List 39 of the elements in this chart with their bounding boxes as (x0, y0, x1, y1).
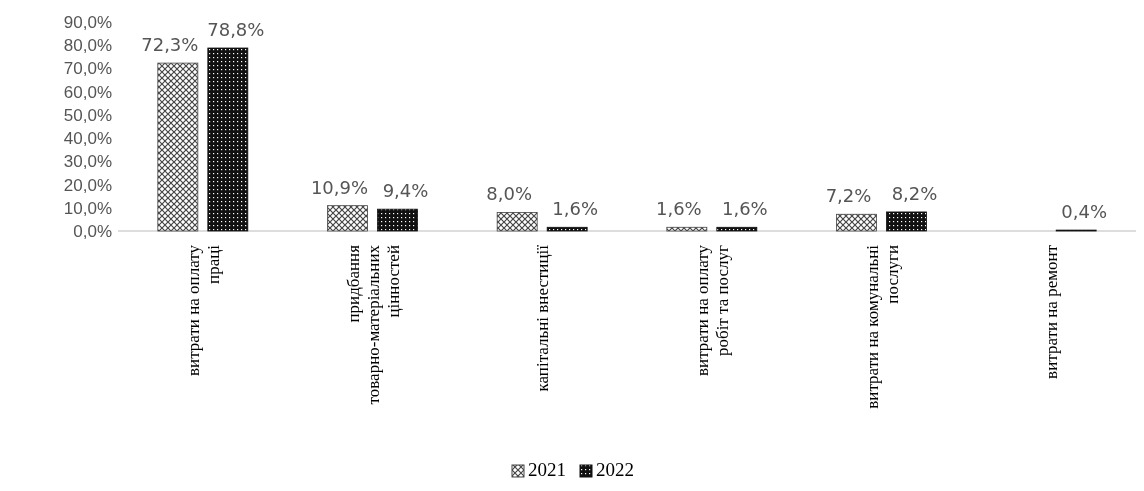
bar (886, 211, 927, 232)
x-tick-label: витрати на оплату праці (183, 244, 223, 376)
data-label: 78,8% (207, 19, 265, 41)
y-tick-label: 10,0% (63, 198, 112, 218)
y-tick-label: 60,0% (63, 82, 112, 102)
data-label: 0,4% (1061, 201, 1108, 223)
y-tick-label: 50,0% (63, 105, 112, 125)
y-tick-label: 70,0% (63, 59, 112, 79)
y-tick-label: 20,0% (63, 175, 112, 195)
legend-label: 2021 (528, 459, 566, 480)
bar (666, 226, 708, 232)
bar (496, 212, 538, 232)
data-label: 8,2% (891, 182, 938, 204)
data-label: 72,3% (141, 34, 199, 56)
bar (207, 47, 249, 232)
legend-label: 2022 (596, 459, 634, 480)
y-tick-label: 40,0% (63, 129, 112, 149)
y-tick-label: 80,0% (63, 36, 112, 56)
y-tick-label: 0,0% (73, 221, 112, 241)
x-tick-label: витрати на оплату робіт та послуг (692, 244, 732, 376)
bar (836, 213, 877, 232)
bar (377, 208, 418, 232)
data-label: 7,2% (825, 185, 872, 207)
data-label: 1,6% (655, 198, 702, 220)
bar (157, 62, 199, 232)
data-label: 9,4% (382, 180, 429, 202)
bar (327, 205, 368, 232)
y-tick-label: 30,0% (63, 152, 112, 172)
x-tick-label: витрати на ремонт (1042, 244, 1062, 379)
x-tick-label: витрати на комунальні послуги (862, 244, 902, 409)
bar (546, 226, 588, 232)
bar (716, 226, 758, 232)
data-label: 1,6% (721, 198, 768, 220)
data-label: 1,6% (552, 198, 599, 220)
x-tick-label: капітальні внестиції (533, 244, 553, 392)
data-label: 10,9% (310, 176, 369, 198)
data-label: 8,0% (486, 183, 533, 205)
x-tick-label: придбання товарно-матеріальних цінностей (343, 244, 403, 405)
y-tick-label: 90,0% (63, 12, 112, 32)
